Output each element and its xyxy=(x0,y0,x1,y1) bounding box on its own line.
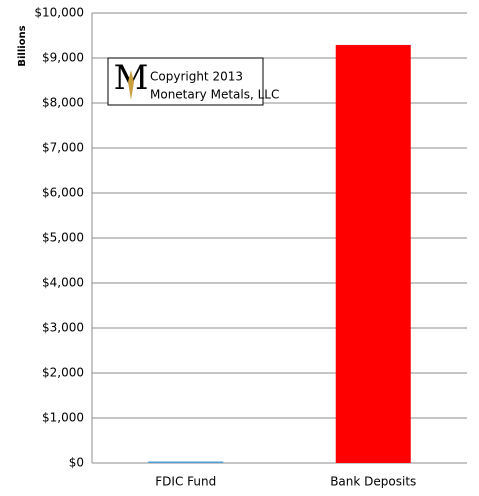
y-tick-label: $8,000 xyxy=(42,96,84,110)
y-tick-label: $3,000 xyxy=(42,321,84,335)
y-tick-label: $2,000 xyxy=(42,366,84,380)
y-tick-label: $1,000 xyxy=(42,411,84,425)
bar xyxy=(148,461,224,463)
bar xyxy=(335,44,411,463)
y-tick-label: $10,000 xyxy=(34,6,84,20)
y-tick-label: $0 xyxy=(69,456,84,470)
y-tick-label: $4,000 xyxy=(42,276,84,290)
y-axis-label: Billions xyxy=(17,25,28,66)
y-tick-label: $9,000 xyxy=(42,51,84,65)
annotation: Monetary Metals, LLC xyxy=(150,88,279,102)
x-tick-label: Bank Deposits xyxy=(330,475,416,489)
annotation: Copyright 2013 xyxy=(150,70,243,84)
plot-area: $0 $1,000 $2,000 $3,000 $4,000 $5,000 $6,000 $7… xyxy=(34,6,467,489)
y-tick-label: $7,000 xyxy=(42,141,84,155)
watermark: M Copyright 2013 Monetary Metals, LLC xyxy=(107,57,279,106)
y-tick-label: $5,000 xyxy=(42,231,84,245)
logo-flame xyxy=(128,70,134,100)
y-tick-label: $6,000 xyxy=(42,186,84,200)
x-tick-label: FDIC Fund xyxy=(155,475,216,489)
